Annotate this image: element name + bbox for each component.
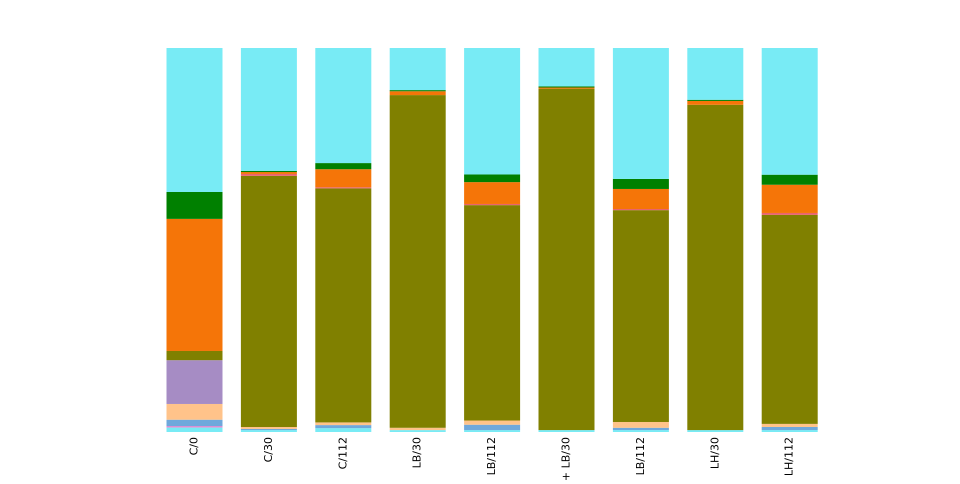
bar-segment-6-8 [612,178,669,189]
bar-segment-3-3 [389,427,446,431]
bar-segment-1-2 [240,428,297,431]
bar-segment-5-0 [538,430,595,432]
bar-segment-4-0 [464,430,521,432]
bar-segment-6-3 [612,421,669,428]
bar-segment-8-6 [761,212,818,215]
bar-segment-1-6 [240,173,297,176]
x-tick-label: LB/112 [485,437,498,475]
bar-segment-5-8 [538,86,595,88]
bar-segment-6-9 [612,48,669,179]
bar-segment-6-5 [612,210,669,422]
x-tick-label: LB/30 [411,437,424,468]
bar-segment-0-9 [166,48,223,192]
bar-segment-4-7 [464,182,521,204]
x-tick-labels: C/0 C/30 C/112 LB/30 LB/112 + LB/30 LB/112 LH/3… [188,437,796,481]
x-tick-label: + LB/30 [560,437,573,480]
bar-segment-0-2 [166,419,223,427]
bar-segment-0-4 [166,360,223,404]
bar-segment-1-3 [240,427,297,429]
bar-segment-0-0 [166,427,223,432]
bar-segment-6-7 [612,188,669,209]
bar-segment-5-9 [538,48,595,87]
bar-segment-1-7 [240,172,297,174]
bar-segment-2-0 [315,428,372,432]
bars-group [166,48,818,432]
bar-segment-3-0 [389,430,446,432]
bar-segment-8-3 [761,423,818,427]
x-tick-label: C/0 [188,437,201,455]
bar-segment-1-5 [240,175,297,428]
x-tick-label: C/30 [262,437,275,462]
bar-segment-3-8 [389,90,446,92]
bar-segment-6-0 [612,430,669,432]
bar-segment-6-2 [612,427,669,431]
bar-segment-1-8 [240,170,297,173]
bar-segment-0-1 [166,426,223,428]
x-tick-label: C/112 [336,437,349,469]
x-tick-label: LH/112 [783,437,796,476]
bar-segment-7-9 [687,48,744,100]
bar-segment-1-9 [240,48,297,171]
bar-segment-8-0 [761,430,818,432]
bar-segment-7-0 [687,430,744,432]
bar-segment-8-5 [761,214,818,424]
bar-segment-0-7 [166,218,223,351]
bar-segment-4-6 [464,203,521,206]
bar-segment-7-5 [687,104,744,431]
bar-segment-5-5 [538,88,595,431]
bar-segment-8-8 [761,174,818,185]
bar-segment-3-9 [389,48,446,91]
bar-segment-4-9 [464,48,521,175]
bar-segment-4-8 [464,174,521,183]
bar-segment-2-9 [315,48,372,164]
bar-segment-0-8 [166,192,223,219]
bar-segment-7-7 [687,100,744,105]
bar-segment-5-7 [538,87,595,89]
bar-segment-2-5 [315,188,372,423]
bar-segment-2-6 [315,187,372,189]
bar-segment-0-5 [166,350,223,361]
bar-segment-0-3 [166,403,223,420]
bar-segment-2-8 [315,163,372,170]
bar-segment-1-0 [240,430,297,432]
x-tick-label: LB/112 [634,437,647,475]
bar-segment-7-8 [687,99,744,101]
bar-segment-3-5 [389,95,446,428]
bar-segment-8-2 [761,426,818,431]
bar-segment-2-2 [315,425,372,429]
bar-segment-2-3 [315,422,372,426]
bar-segment-8-9 [761,48,818,175]
bar-segment-4-5 [464,205,521,421]
bar-segment-3-7 [389,91,446,96]
x-tick-label: LH/30 [708,437,721,469]
bar-segment-4-2 [464,424,521,431]
bar-segment-6-6 [612,208,669,211]
bar-segment-4-3 [464,420,521,425]
bar-segment-8-7 [761,184,818,213]
bar-segment-2-7 [315,169,372,188]
